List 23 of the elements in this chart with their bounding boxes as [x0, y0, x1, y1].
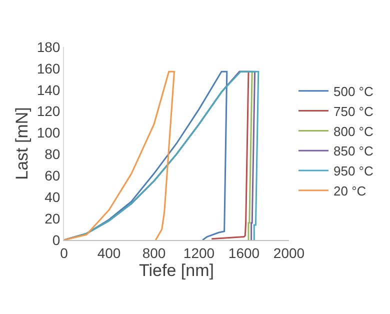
x-tick-label: 1600 — [228, 244, 260, 261]
y-tick-label: 0 — [52, 232, 60, 248]
legend-label: 850 °C — [334, 144, 374, 159]
x-axis-title: Tiefe [nm] — [139, 260, 214, 280]
y-tick-label: 40 — [44, 189, 60, 206]
y-tick-label: 180 — [36, 38, 60, 55]
y-tick-label: 20 — [44, 210, 60, 226]
x-tick-label: 2000 — [273, 244, 305, 261]
legend-label: 950 °C — [334, 164, 374, 179]
y-axis-title: Last [mN] — [12, 107, 32, 180]
y-tick-label: 160 — [36, 60, 60, 76]
x-tick-label: 1200 — [183, 244, 215, 261]
y-tick-label: 60 — [44, 168, 60, 184]
legend-label: 750 °C — [334, 104, 374, 119]
x-tick-label: 800 — [142, 244, 166, 261]
legend-label: 800 °C — [334, 124, 374, 139]
y-tick-label: 140 — [36, 82, 60, 98]
y-tick-label: 120 — [36, 103, 60, 120]
legend-label: 500 °C — [334, 84, 374, 99]
legend-label: 20 °C — [334, 183, 366, 198]
x-tick-label: 400 — [97, 244, 121, 261]
y-tick-label: 80 — [44, 146, 60, 162]
y-tick-label: 100 — [36, 124, 60, 141]
